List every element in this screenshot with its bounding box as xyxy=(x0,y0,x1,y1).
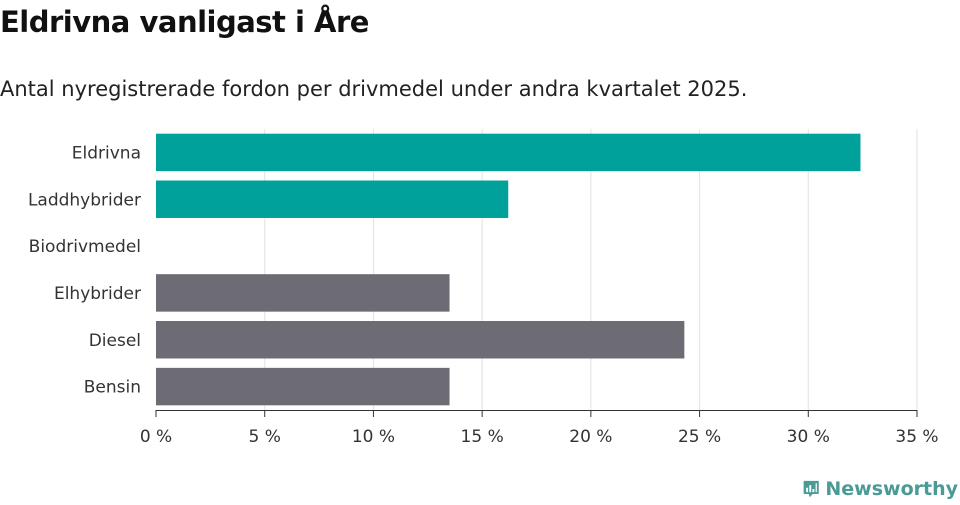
chart-title: Eldrivna vanligast i Åre xyxy=(0,5,369,39)
x-tick-label: 30 % xyxy=(787,427,830,447)
x-tick-label: 25 % xyxy=(678,427,721,447)
bar-chart: Eldrivna Laddhybrider Biodrivmedel Elhybrid… xyxy=(28,129,939,447)
brand-logo: Newsworthy xyxy=(803,474,958,504)
x-tick-label: 35 % xyxy=(895,427,938,447)
category-label: Eldrivna xyxy=(72,143,141,163)
bar xyxy=(156,133,861,172)
category-label: Diesel xyxy=(89,331,141,351)
category-label: Biodrivmedel xyxy=(29,237,141,257)
bar xyxy=(156,321,685,359)
bar xyxy=(156,367,450,406)
x-tick-label: 20 % xyxy=(569,427,612,447)
bar xyxy=(156,274,450,312)
category-label: Laddhybrider xyxy=(28,190,141,210)
chart-subtitle: Antal nyregistrerade fordon per drivmede… xyxy=(0,77,748,101)
bar-chart-speech-bubble-icon xyxy=(803,480,819,498)
bar xyxy=(156,180,509,218)
x-tick-label: 0 % xyxy=(140,427,172,447)
category-label: Elhybrider xyxy=(54,284,141,304)
x-tick-label: 15 % xyxy=(461,427,504,447)
category-label: Bensin xyxy=(84,378,141,398)
x-tick-label: 10 % xyxy=(352,427,395,447)
x-tick-label: 5 % xyxy=(249,427,281,447)
brand-name: Newsworthy xyxy=(825,478,958,500)
